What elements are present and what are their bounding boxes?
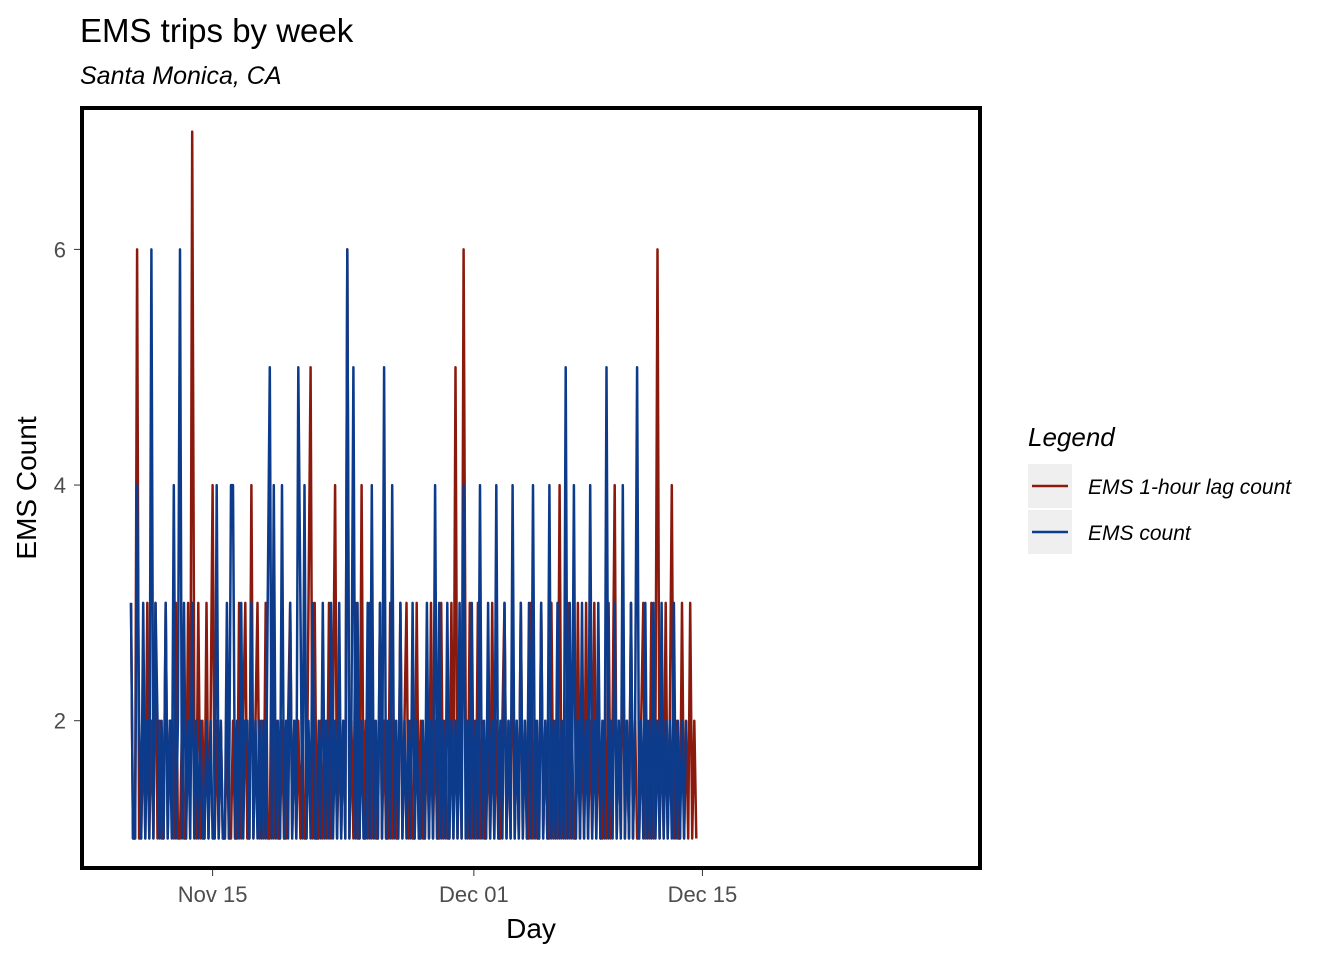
- panel-border: [80, 106, 982, 870]
- y-axis-label: EMS Count: [11, 416, 42, 559]
- legend-label-ems-count: EMS count: [1088, 522, 1192, 545]
- y-axis-ticks: 2 4 6: [54, 237, 80, 734]
- x-tick-label: Nov 15: [178, 882, 248, 907]
- y-tick-label: 4: [54, 473, 66, 498]
- x-tick-label: Dec 01: [439, 882, 509, 907]
- legend-title: Legend: [1028, 422, 1116, 452]
- y-tick-label: 6: [54, 237, 66, 262]
- x-tick-label: Dec 15: [668, 882, 738, 907]
- legend: Legend EMS 1-hour lag count EMS count: [1028, 422, 1292, 554]
- x-axis-ticks: Nov 15 Dec 01 Dec 15: [178, 870, 738, 907]
- series-line-ems-count: [129, 248, 688, 840]
- series-group: [129, 130, 698, 840]
- chart-subtitle: Santa Monica, CA: [80, 62, 282, 90]
- y-tick-label: 2: [54, 709, 66, 734]
- chart-title: EMS trips by week: [80, 12, 354, 49]
- x-axis-label: Day: [506, 913, 556, 944]
- legend-label-lag-count: EMS 1-hour lag count: [1088, 476, 1292, 499]
